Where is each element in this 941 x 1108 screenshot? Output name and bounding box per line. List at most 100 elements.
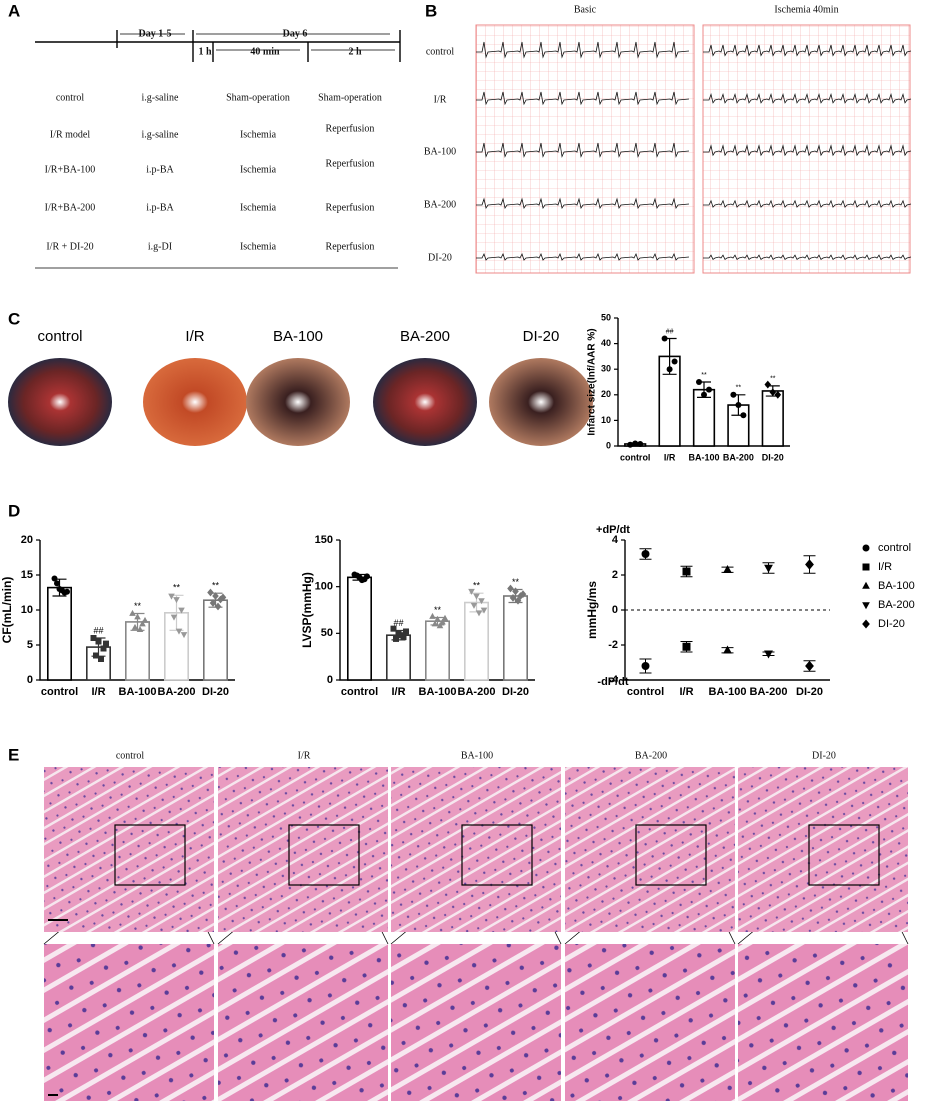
period-label: Day 1-5	[138, 28, 171, 39]
zoom-box	[635, 824, 707, 886]
data-point	[723, 645, 732, 654]
data-point	[141, 616, 149, 623]
histology-label: I/R	[298, 750, 311, 761]
period-label: 2 h	[348, 46, 362, 57]
histology-image	[565, 767, 735, 932]
ecg-paper	[702, 24, 911, 274]
data-point	[95, 638, 102, 645]
data-point	[730, 391, 737, 398]
annotation: +dP/dt	[596, 524, 630, 536]
data-point	[168, 593, 175, 600]
data-point	[364, 573, 370, 580]
table-cell: i.g-saline	[142, 129, 179, 140]
legend-label: BA-100	[878, 580, 915, 592]
table-cell: I/R + DI-20	[46, 241, 93, 252]
x-tick-label: DI-20	[202, 686, 229, 698]
x-tick-label: DI-20	[502, 686, 529, 698]
ecg-trace	[476, 197, 690, 210]
y-tick-label: 10	[601, 415, 611, 425]
table-cell: Reperfusion	[326, 123, 375, 134]
period-label: 1 h	[198, 46, 212, 57]
bar	[761, 390, 784, 447]
data-point	[131, 623, 139, 630]
histology-label: DI-20	[812, 750, 836, 761]
y-axis-label: CF(mL/min)	[0, 577, 14, 644]
x-tick-label: control	[41, 686, 78, 698]
heart-section	[246, 358, 350, 446]
annotation: **	[473, 581, 481, 591]
table-cell: I/R model	[50, 129, 90, 140]
data-point	[59, 587, 65, 594]
data-point	[764, 650, 773, 659]
y-tick-label: -4	[608, 674, 619, 686]
y-tick-label: 20	[601, 389, 611, 399]
y-tick-label: 10	[21, 604, 33, 616]
zoom-box	[808, 824, 880, 886]
heart-label: DI-20	[523, 328, 560, 345]
table-cell: Sham-operation	[318, 92, 382, 103]
legend-marker	[862, 563, 870, 571]
data-point	[805, 660, 814, 672]
data-point	[519, 590, 527, 599]
bar	[203, 599, 229, 681]
data-point	[103, 640, 109, 647]
histology-zoom	[44, 944, 214, 1101]
table-cell: i.g-DI	[148, 241, 172, 252]
histology-label: control	[116, 750, 145, 761]
table-cell: Reperfusion	[326, 241, 375, 252]
data-point	[480, 607, 488, 614]
data-point	[51, 575, 58, 582]
x-tick-label: BA-100	[688, 452, 719, 462]
data-point	[178, 607, 185, 614]
data-point	[473, 593, 480, 600]
table-cell: Ischemia	[240, 202, 277, 213]
heart-section	[8, 358, 112, 446]
period-label: Day 6	[283, 28, 308, 39]
data-point	[641, 550, 650, 558]
data-point	[212, 592, 219, 600]
x-tick-label: DI-20	[796, 686, 823, 698]
annotation: **	[736, 385, 742, 392]
data-point	[517, 592, 524, 600]
data-point	[209, 599, 217, 607]
table-cell: I/R+BA-100	[45, 164, 96, 175]
data-point	[139, 620, 146, 627]
x-tick-label: control	[341, 686, 378, 698]
annotation: **	[434, 605, 442, 615]
x-tick-label: I/R	[391, 686, 405, 698]
x-tick-label: BA-200	[458, 686, 496, 698]
bar	[424, 620, 450, 681]
zoom-box	[461, 824, 533, 886]
table-cell: Ischemia	[240, 129, 277, 140]
bar	[46, 586, 72, 681]
ecg-column-label: Basic	[574, 4, 597, 15]
panel-label: D	[8, 501, 20, 520]
ecg-trace	[703, 199, 912, 208]
histology-image	[218, 767, 388, 932]
x-tick-label: BA-200	[723, 452, 754, 462]
annotation: **	[770, 376, 776, 383]
panel-label: B	[425, 1, 437, 20]
ecg-paper	[475, 24, 695, 274]
x-tick-label: BA-100	[709, 686, 747, 698]
data-point	[764, 380, 772, 389]
data-point	[641, 662, 650, 670]
y-tick-label: 0	[327, 674, 333, 686]
y-tick-label: 50	[601, 312, 611, 322]
annotation: ##	[93, 625, 103, 635]
data-point	[393, 635, 399, 642]
data-point	[735, 402, 742, 409]
data-point	[468, 588, 475, 595]
x-tick-label: BA-200	[750, 686, 788, 698]
y-tick-label: -2	[608, 639, 618, 651]
x-tick-label: I/R	[91, 686, 105, 698]
timeline-ticks	[116, 30, 401, 62]
y-tick-label: 0	[27, 674, 33, 686]
data-point	[666, 366, 673, 373]
annotation: ##	[393, 618, 403, 628]
data-point	[175, 628, 183, 635]
histology-image	[391, 767, 561, 932]
data-point	[637, 440, 644, 447]
y-tick-label: 0	[612, 604, 618, 616]
table-cell: Sham-operation	[226, 92, 290, 103]
